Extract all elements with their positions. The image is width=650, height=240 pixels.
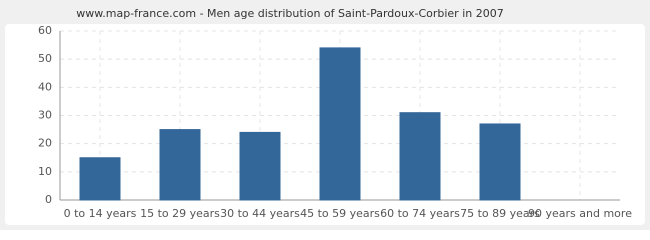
x-tick-label: 15 to 29 years: [140, 207, 220, 220]
x-tick-label: 30 to 44 years: [220, 207, 300, 220]
page: {"chart_data": {"type": "bar", "title": …: [0, 0, 650, 230]
y-tick-label: 10: [38, 165, 52, 178]
bar: [479, 123, 521, 201]
y-tick-label: 50: [38, 52, 52, 65]
bar: [399, 112, 441, 201]
y-tick-label: 30: [38, 109, 52, 122]
y-tick-label: 0: [45, 193, 52, 206]
x-tick-label: 90 years and more: [528, 207, 632, 220]
x-tick-label: 0 to 14 years: [64, 207, 137, 220]
chart-title: www.map-france.com - Men age distributio…: [76, 7, 503, 20]
bar: [159, 129, 201, 201]
y-tick-label: 60: [38, 24, 52, 37]
y-tick-label: 40: [38, 80, 52, 93]
y-tick-label: 20: [38, 137, 52, 150]
bar: [239, 131, 281, 201]
bar: [319, 47, 361, 201]
x-tick-label: 75 to 89 years: [460, 207, 540, 220]
chart: www.map-france.com - Men age distributio…: [0, 0, 650, 230]
x-tick-label: 45 to 59 years: [300, 207, 380, 220]
bar: [79, 157, 121, 201]
x-tick-label: 60 to 74 years: [380, 207, 460, 220]
